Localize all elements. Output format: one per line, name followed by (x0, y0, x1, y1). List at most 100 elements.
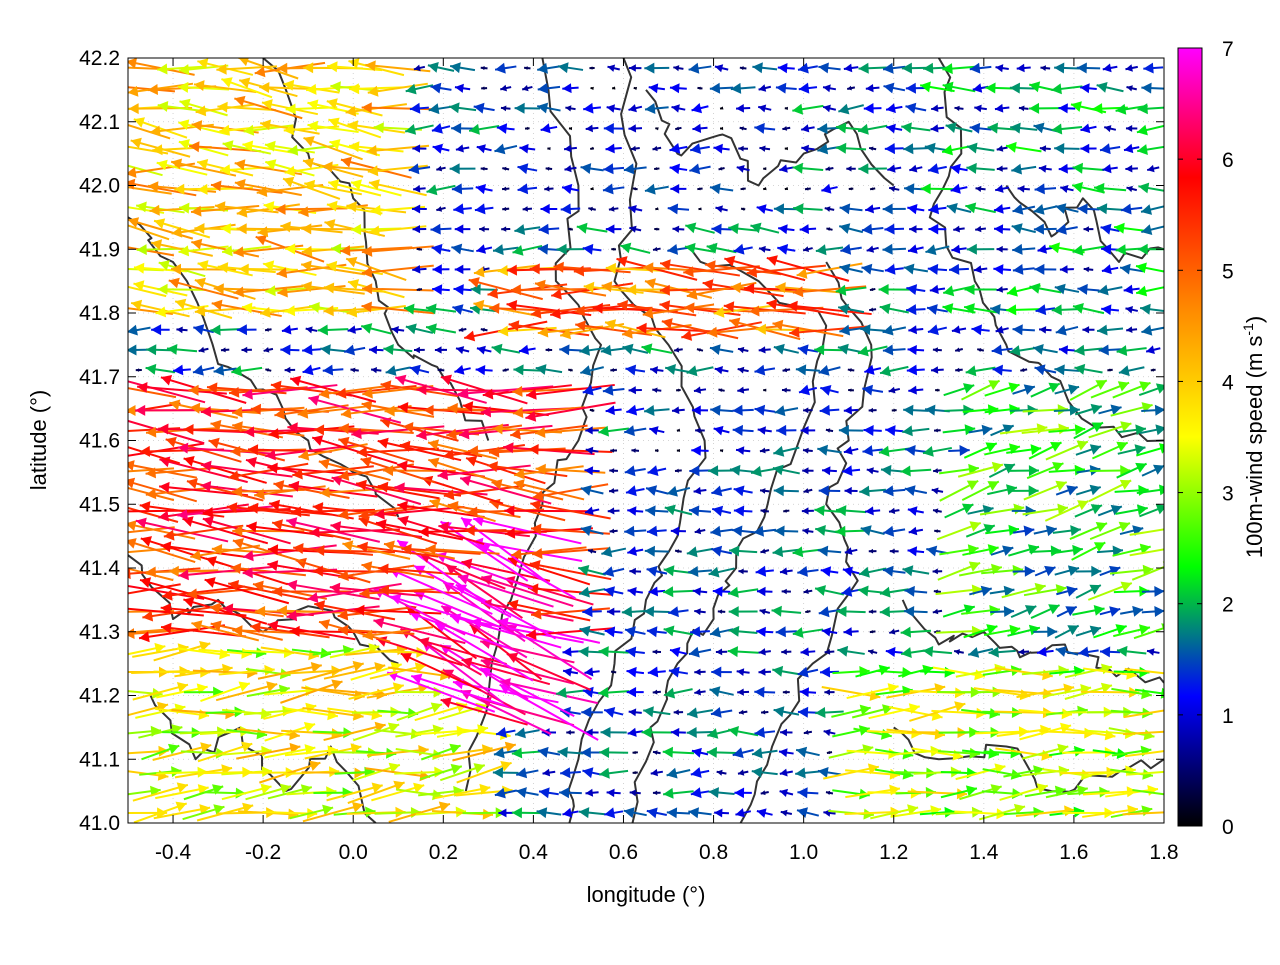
wind-arrow (804, 488, 813, 493)
wind-arrow (562, 184, 579, 194)
wind-arrow (629, 386, 642, 394)
wind-arrow (710, 183, 733, 194)
wind-arrow (883, 566, 905, 577)
wind-arrow (740, 126, 747, 130)
wind-arrow (612, 86, 615, 89)
wind-arrow (560, 707, 580, 718)
wind-arrow (628, 124, 642, 132)
wind-arrow (839, 325, 862, 336)
wind-arrow (775, 405, 798, 416)
wind-arrow (966, 163, 994, 174)
wind-arrow (757, 204, 773, 214)
wind-arrow (502, 167, 509, 171)
wind-arrow (869, 147, 876, 151)
wind-arrow (609, 206, 618, 212)
wind-arrow (653, 750, 661, 755)
wind-arrow (647, 626, 667, 637)
wind-arrow (715, 366, 729, 374)
wind-arrow (953, 226, 964, 233)
wind-arrow (391, 326, 404, 334)
wind-arrow (885, 264, 904, 275)
wind-arrow (544, 186, 553, 192)
wind-arrow (116, 726, 161, 737)
wind-arrow (1097, 82, 1124, 93)
wind-arrow (710, 83, 733, 94)
wind-arrow (759, 146, 770, 152)
wind-arrow (633, 187, 638, 190)
wind-arrow (1008, 544, 1039, 555)
wind-arrow (928, 163, 947, 174)
wind-arrow (822, 687, 881, 701)
wind-arrow (642, 727, 673, 738)
wind-arrow (822, 466, 837, 475)
wind-arrow (887, 164, 901, 172)
wind-arrow (588, 207, 595, 212)
wind-arrow (846, 166, 855, 172)
wind-arrow (845, 487, 858, 495)
wind-arrow (1142, 606, 1165, 617)
wind-arrow (694, 608, 705, 615)
wind-arrow (880, 303, 909, 314)
wind-arrow (495, 63, 516, 74)
wind-arrow (698, 207, 701, 210)
wind-arrow (826, 227, 832, 231)
wind-arrow (627, 687, 644, 697)
wind-arrow (452, 304, 472, 315)
wind-arrow (653, 649, 661, 654)
wind-arrow (780, 567, 793, 575)
wind-arrow (1143, 63, 1163, 74)
wind-arrow (435, 346, 447, 353)
wind-arrow (1084, 226, 1094, 232)
wind-arrow (451, 244, 473, 255)
wind-arrow (944, 405, 973, 416)
wind-arrow (862, 445, 882, 456)
colorbar-tick-label: 2 (1222, 594, 1234, 617)
x-tick-label: 0.4 (519, 841, 549, 864)
wind-arrow (711, 667, 732, 678)
wind-arrow (741, 187, 746, 190)
wind-arrow (816, 244, 843, 255)
wind-arrow (714, 426, 730, 436)
wind-arrow (1054, 63, 1080, 74)
wind-arrow (886, 647, 903, 657)
wind-arrow (738, 367, 749, 374)
wind-arrow (710, 526, 732, 537)
wind-arrow (1060, 185, 1073, 193)
wind-arrow (904, 606, 928, 617)
wind-arrow (413, 185, 426, 193)
y-tick-label: 42.2 (79, 47, 120, 70)
wind-arrow (629, 64, 641, 72)
wind-arrow (820, 385, 838, 396)
wind-arrow (606, 405, 622, 415)
wind-arrow (582, 767, 601, 778)
wind-arrow (907, 365, 925, 376)
wind-arrow (752, 748, 778, 759)
wind-arrow (581, 163, 604, 174)
wind-arrow (611, 248, 616, 251)
wind-arrow (672, 104, 686, 112)
wind-arrow (627, 546, 643, 556)
wind-arrow (859, 567, 886, 578)
wind-arrow (962, 481, 999, 500)
wind-arrow (861, 525, 885, 536)
wind-arrow (606, 144, 622, 154)
wind-arrow (826, 428, 833, 432)
wind-arrow (928, 324, 947, 335)
wind-arrow (667, 768, 691, 779)
wind-arrow (455, 84, 470, 93)
wind-arrow (221, 347, 229, 352)
wind-arrow (1101, 224, 1120, 235)
wind-arrow (516, 768, 538, 779)
wind-arrow (671, 728, 686, 737)
x-axis-label: longitude (°) (587, 882, 706, 907)
wind-arrow (522, 85, 532, 91)
wind-arrow (694, 386, 706, 393)
wind-arrow (193, 365, 214, 376)
wind-arrow (967, 143, 994, 154)
colorbar-tick-label: 0 (1222, 816, 1234, 839)
wind-arrow (688, 807, 711, 818)
y-tick-label: 41.3 (79, 621, 120, 644)
wind-arrow (783, 509, 789, 513)
x-tick-label: 0.6 (609, 841, 638, 864)
wind-arrow (714, 809, 729, 818)
